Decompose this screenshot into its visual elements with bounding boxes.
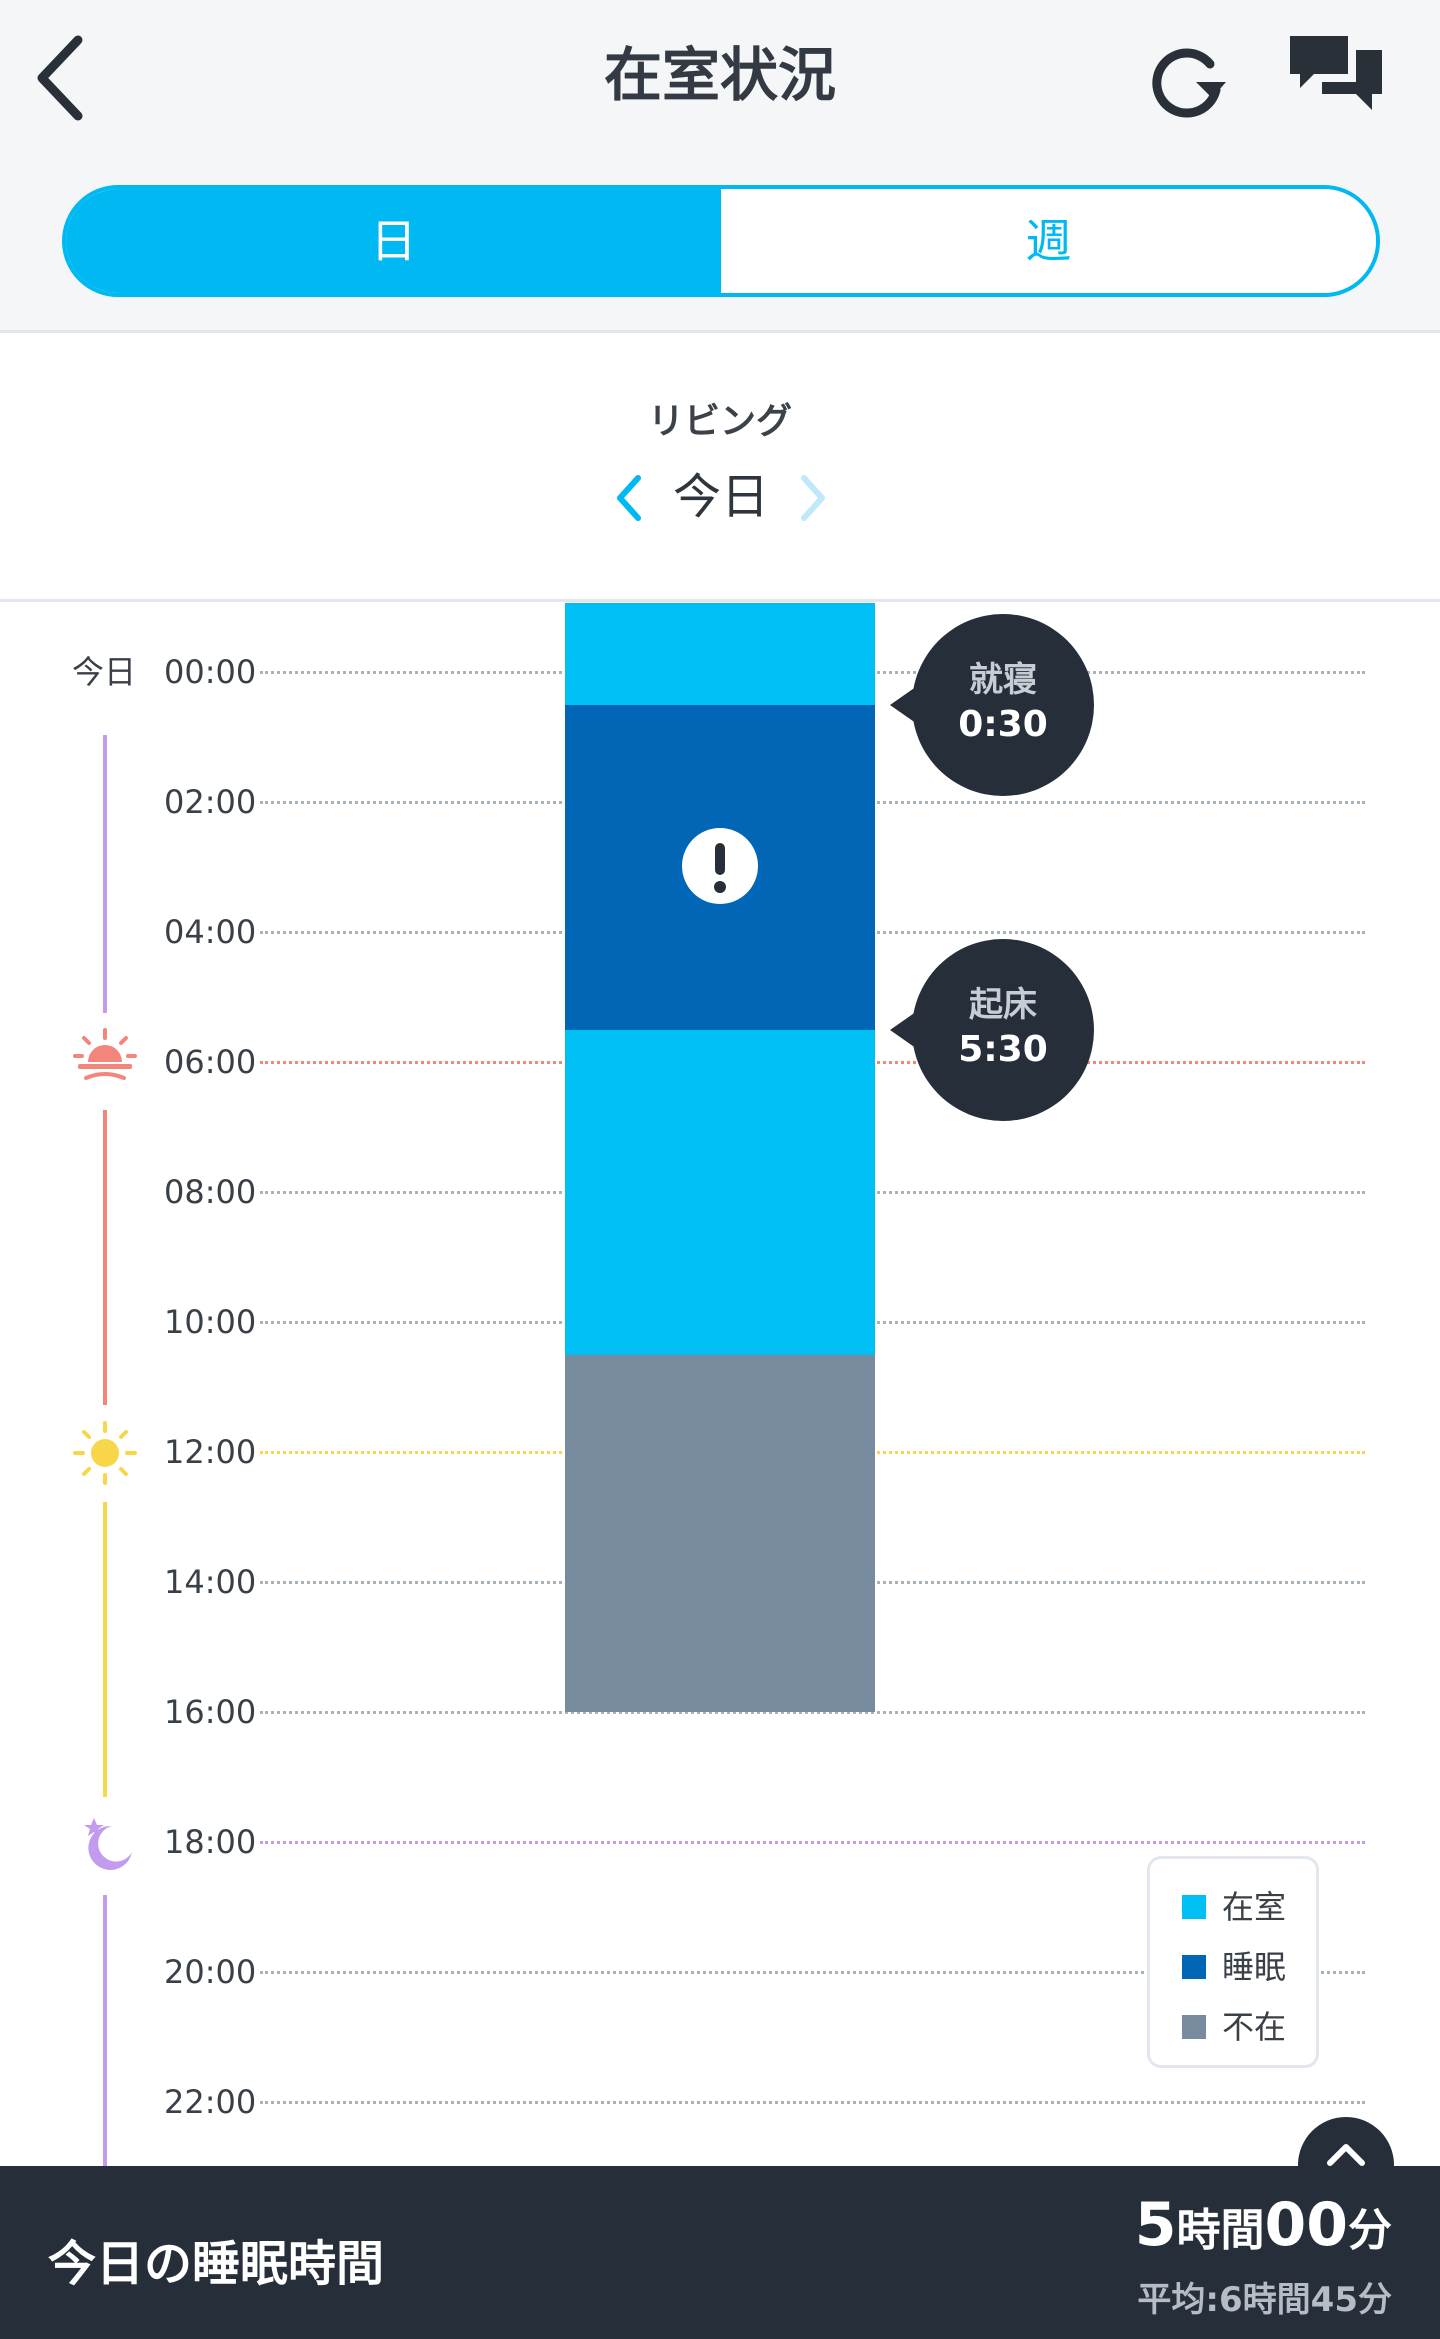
afternoon-period-line: [103, 1502, 107, 1797]
exclamation-icon: [682, 828, 758, 904]
hour-label: 22:00: [164, 2083, 257, 2121]
alert-button[interactable]: [681, 827, 759, 905]
evening-period-line: [103, 1895, 107, 2166]
sleep-average: 平均:6時間45分: [1137, 2280, 1392, 2320]
chat-icon: [1290, 36, 1382, 110]
refresh-icon: [1152, 48, 1226, 118]
hour-label: 12:00: [164, 1433, 257, 1471]
sleep-hours: 5: [1134, 2190, 1177, 2260]
sleep-duration: 5時間00分: [1135, 2190, 1392, 2260]
section-divider: [0, 599, 1440, 602]
hour-label: 00:00: [164, 653, 257, 691]
legend-swatch: [1182, 1955, 1206, 1979]
wakeup-label: 起床: [969, 984, 1037, 1025]
gridline: [260, 1971, 1365, 1974]
moon-icon: [72, 1812, 138, 1878]
hour-label: 06:00: [164, 1043, 257, 1081]
sleep-minutes: 00: [1264, 2190, 1349, 2260]
period-toggle: 日 週: [62, 185, 1380, 297]
refresh-button[interactable]: [1140, 34, 1236, 130]
sun-icon: [72, 1420, 138, 1486]
bedtime-time: 0:30: [958, 703, 1048, 745]
hour-label: 14:00: [164, 1563, 257, 1601]
presence-segment[interactable]: [565, 1029, 875, 1355]
hour-label: 18:00: [164, 1823, 257, 1861]
day-label: 今日: [72, 653, 137, 691]
timeline-row: 20:00: [0, 1952, 1440, 1992]
timeline-row: 22:00: [0, 2082, 1440, 2122]
hour-label: 08:00: [164, 1173, 257, 1211]
back-button[interactable]: [28, 28, 108, 128]
gridline: [260, 2101, 1365, 2104]
chevron-left-icon: [37, 35, 83, 121]
gridline: [260, 1711, 1365, 1714]
chevron-up-icon: [1327, 2144, 1365, 2166]
wakeup-bubble: 起床 5:30: [890, 938, 1094, 1121]
hour-label: 04:00: [164, 913, 257, 951]
next-day-button[interactable]: [792, 470, 832, 526]
legend-swatch: [1182, 1895, 1206, 1919]
presence-segment[interactable]: [565, 603, 875, 705]
sleep-summary-title: 今日の睡眠時間: [48, 2236, 385, 2292]
page-title: 在室状況: [603, 41, 836, 109]
absence-segment[interactable]: [565, 1354, 875, 1712]
hour-label: 02:00: [164, 783, 257, 821]
date-label: 今日: [672, 469, 769, 525]
legend-label: 在室: [1222, 1888, 1287, 1926]
legend-label: 不在: [1222, 2008, 1287, 2046]
tab-day[interactable]: 日: [66, 189, 721, 293]
hour-label: 10:00: [164, 1303, 257, 1341]
chevron-left-icon: [617, 475, 641, 521]
hour-label: 16:00: [164, 1693, 257, 1731]
tab-week[interactable]: 週: [721, 189, 1376, 293]
chevron-right-icon: [801, 475, 825, 521]
header: 在室状況 日 週: [0, 0, 1440, 333]
sleep-hours-unit: 時間: [1176, 2205, 1265, 2256]
bedtime-label: 就寝: [969, 659, 1037, 700]
room-name: リビング: [647, 401, 792, 442]
legend-label: 睡眠: [1222, 1948, 1287, 1986]
timeline-row: 16:00: [0, 1692, 1440, 1732]
wakeup-time: 5:30: [958, 1028, 1048, 1070]
messages-button[interactable]: [1284, 30, 1388, 126]
sleep-summary-footer: 今日の睡眠時間 5時間00分 平均:6時間45分: [0, 2166, 1440, 2339]
timeline-row: 18:00: [0, 1822, 1440, 1862]
night-period-line: [103, 735, 107, 1013]
legend-swatch: [1182, 2015, 1206, 2039]
legend: 在室 睡眠 不在: [1147, 1856, 1319, 2068]
sunset-gridline: [260, 1841, 1365, 1844]
morning-period-line: [103, 1110, 107, 1405]
hour-label: 20:00: [164, 1953, 257, 1991]
bedtime-bubble: 就寝 0:30: [890, 613, 1094, 796]
sunrise-icon: [72, 1026, 138, 1092]
previous-day-button[interactable]: [610, 470, 650, 526]
date-navigator: 今日: [0, 462, 1440, 532]
sleep-minutes-unit: 分: [1348, 2205, 1392, 2256]
